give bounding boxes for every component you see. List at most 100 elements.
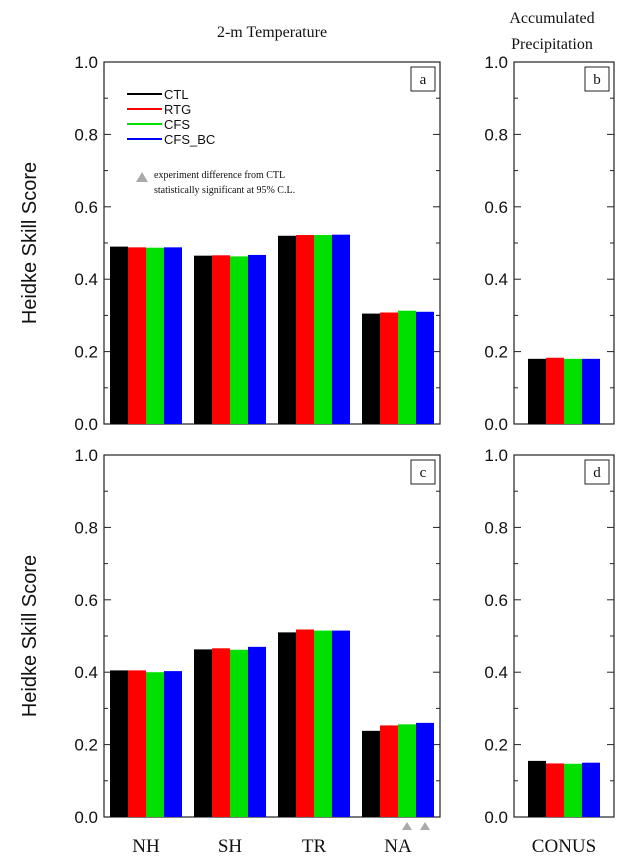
panel-a-ylabel: Heidke Skill Score: [19, 162, 41, 324]
panel-d-ytick-label: 1.0: [484, 446, 508, 465]
panel-a-ytick-label: 0.6: [74, 198, 98, 217]
bar-c-tr-cfs-bc: [332, 630, 350, 817]
bar-c-na-rtg: [380, 725, 398, 817]
panel-c-label: c: [420, 465, 427, 481]
bar-a-nh-rtg: [128, 247, 146, 424]
panel-b-ytick-label: 0.8: [484, 125, 508, 144]
bar-d-conus-cfs-bc: [582, 762, 600, 817]
panel-c-ytick-label: 0.6: [74, 591, 98, 610]
bar-a-sh-rtg: [212, 255, 230, 424]
bar-c-na-ctl: [362, 730, 380, 817]
panel-a-ytick-label: 0.8: [74, 125, 98, 144]
bar-c-tr-ctl: [278, 632, 296, 817]
panel-d-ytick-label: 0.2: [484, 736, 508, 755]
panel-d-xtick-conus: CONUS: [532, 836, 596, 857]
panel-b-ytick-label: 0.2: [484, 343, 508, 362]
bar-d-conus-ctl: [528, 760, 546, 817]
legend-note-line1: experiment difference from CTL: [154, 170, 285, 181]
bar-d-conus-cfs: [564, 763, 582, 817]
panel-d: 0.0 0.2 0.4 0.6 0.8 1.0 d CONUS: [484, 446, 615, 857]
bar-a-sh-ctl: [194, 255, 212, 424]
bar-a-sh-cfs-bc: [248, 254, 266, 424]
panel-b-ytick-label: 1.0: [484, 53, 508, 72]
panel-b-ytick-label: 0.4: [484, 270, 508, 289]
panel-d-ytick-label: 0.6: [484, 591, 508, 610]
legend-entry-rtg: RTG: [127, 102, 191, 117]
panel-d-ytick-label: 0.4: [484, 663, 508, 682]
bar-a-na-rtg: [380, 312, 398, 424]
panel-d-ytick-label: 0.0: [484, 808, 508, 827]
bar-c-nh-ctl: [110, 670, 128, 817]
legend-entry-ctl: CTL: [127, 87, 189, 102]
bar-b-conus-ctl: [528, 358, 546, 424]
significance-triangle-icon: [136, 172, 148, 182]
panel-c-ytick-label: 0.0: [74, 808, 98, 827]
significance-marker-c-na-cfs: [402, 822, 412, 830]
panel-a-label-box: [410, 66, 436, 92]
bar-a-na-cfs-bc: [416, 311, 434, 424]
column-title-temperature: 2-m Temperature: [217, 24, 327, 41]
legend-label-cfs: CFS: [164, 117, 190, 132]
legend-entry-cfs: CFS: [127, 117, 190, 132]
bar-c-nh-rtg: [128, 670, 146, 817]
bar-a-tr-cfs-bc: [332, 234, 350, 424]
bar-c-sh-ctl: [194, 649, 212, 817]
legend-entry-cfs-bc: CFS_BC: [127, 132, 215, 147]
bar-c-na-cfs: [398, 724, 416, 817]
panel-a: 0.0 0.2 0.4 0.6 0.8 1.0 Heidke Skill Score a: [19, 53, 441, 434]
panel-c-xtick-na: NA: [384, 836, 412, 857]
legend-label-cfs-bc: CFS_BC: [164, 132, 215, 147]
panel-c-ytick-label: 0.8: [74, 518, 98, 537]
panel-d-label-box: [584, 459, 610, 485]
legend-label-ctl: CTL: [164, 87, 189, 102]
panel-d-ytick-label: 0.8: [484, 518, 508, 537]
panel-c: 0.0 0.2 0.4 0.6 0.8 1.0 Heidke Skill Score c NH S…: [19, 446, 441, 857]
bar-a-tr-rtg: [296, 235, 314, 424]
panel-c-ylabel: Heidke Skill Score: [19, 555, 41, 717]
panel-b-ytick-label: 0.6: [484, 198, 508, 217]
panel-c-xtick-nh: NH: [132, 836, 160, 857]
legend-note-line2: statistically significant at 95% C.L.: [154, 185, 295, 196]
bar-a-nh-cfs-bc: [164, 247, 182, 424]
bar-c-tr-cfs: [314, 630, 332, 817]
panel-d-label: d: [593, 465, 601, 481]
bar-a-nh-ctl: [110, 246, 128, 424]
panel-a-label: a: [420, 72, 427, 88]
panel-c-ytick-label: 1.0: [74, 446, 98, 465]
bar-c-na-cfs-bc: [416, 722, 434, 817]
panel-a-ytick-label: 1.0: [74, 53, 98, 72]
panel-a-ytick-label: 0.2: [74, 343, 98, 362]
panel-b-ytick-label: 0.0: [484, 415, 508, 434]
bar-c-nh-cfs-bc: [164, 671, 182, 817]
bar-a-na-cfs: [398, 310, 416, 424]
panel-c-ytick-label: 0.2: [74, 736, 98, 755]
bar-c-sh-cfs-bc: [248, 646, 266, 817]
panel-c-xtick-tr: TR: [302, 836, 327, 857]
bar-b-conus-cfs-bc: [582, 358, 600, 424]
panel-c-ytick-label: 0.4: [74, 663, 98, 682]
bar-a-na-ctl: [362, 313, 380, 424]
panel-b: 0.0 0.2 0.4 0.6 0.8 1.0 b: [484, 53, 615, 434]
bar-a-sh-cfs: [230, 256, 248, 424]
bar-b-conus-cfs: [564, 358, 582, 424]
legend-label-rtg: RTG: [164, 102, 191, 117]
panel-a-ytick-label: 0.0: [74, 415, 98, 434]
panel-b-label-box: [584, 66, 610, 92]
bar-d-conus-rtg: [546, 763, 564, 817]
bar-a-tr-cfs: [314, 235, 332, 424]
panel-c-label-box: [410, 459, 436, 485]
column-title-precipitation-line2: Precipitation: [511, 36, 593, 53]
column-title-precipitation-line1: Accumulated: [509, 10, 594, 27]
bar-c-nh-cfs: [146, 672, 164, 817]
panel-c-xtick-sh: SH: [218, 836, 243, 857]
bar-a-tr-ctl: [278, 235, 296, 424]
bar-a-nh-cfs: [146, 247, 164, 424]
panel-b-label: b: [593, 72, 601, 88]
legend: CTL RTG CFS CFS_BC experiment difference…: [127, 87, 295, 196]
bar-c-tr-rtg: [296, 629, 314, 817]
significance-marker-c-na-cfs-bc: [420, 822, 430, 830]
panel-a-ytick-label: 0.4: [74, 270, 98, 289]
bar-b-conus-rtg: [546, 357, 564, 424]
